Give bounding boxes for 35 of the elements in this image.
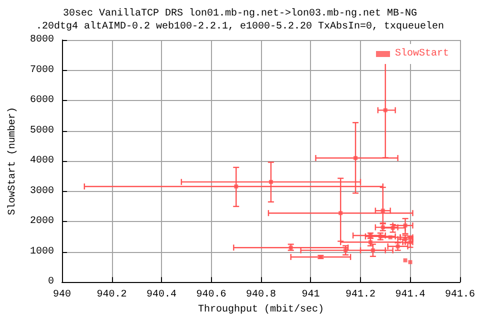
x-tick-label: 940.6 [196,290,226,301]
point [354,156,358,160]
x-axis-title: Throughput (mbit/sec) [198,304,324,316]
point [370,248,375,252]
x-tick-label: 940.4 [146,290,177,301]
x-tick-label: 941.2 [345,290,376,301]
y-axis-title: SlowStart (number) [6,107,18,216]
point [344,248,348,252]
y-tick-label: 7000 [30,64,54,76]
x-tick-label: 941 [302,290,320,301]
chart-subtitle: .20dtg4 altAIMD-0.2 web100-2.2.1, e1000-5.2.20 TxAbsIn=0, txqueuelen [36,20,444,32]
y-tick-label: 6000 [30,95,54,106]
legend-label: SlowStart [394,48,450,60]
chart-title: 30sec VanillaTCP DRS lon01.mb-ng.net->lon03.mb-ng.net MB-NG [62,8,418,20]
point [388,235,392,240]
x-tick-label: 940.2 [96,290,127,301]
point [268,180,273,184]
y-tick-label: 2000 [30,216,54,228]
y-tick-label: 3000 [30,186,54,197]
x-tick-label: 941.6 [444,290,476,301]
y-tick-label: 4000 [30,156,54,167]
y-tick-label: 1000 [30,246,54,258]
y-tick-label: 5000 [30,125,54,136]
point [403,258,408,262]
x-tick-label: 940 [52,290,72,301]
point [380,208,385,213]
point [383,108,388,112]
point [403,224,408,228]
point [408,260,412,264]
y-tick-label: 8000 [30,34,54,46]
point [234,184,238,188]
point [338,211,343,216]
x-tick-label: 941.4 [395,290,426,301]
y-tick-label: 0 [48,276,54,288]
x-tick-label: 940.8 [246,290,276,301]
